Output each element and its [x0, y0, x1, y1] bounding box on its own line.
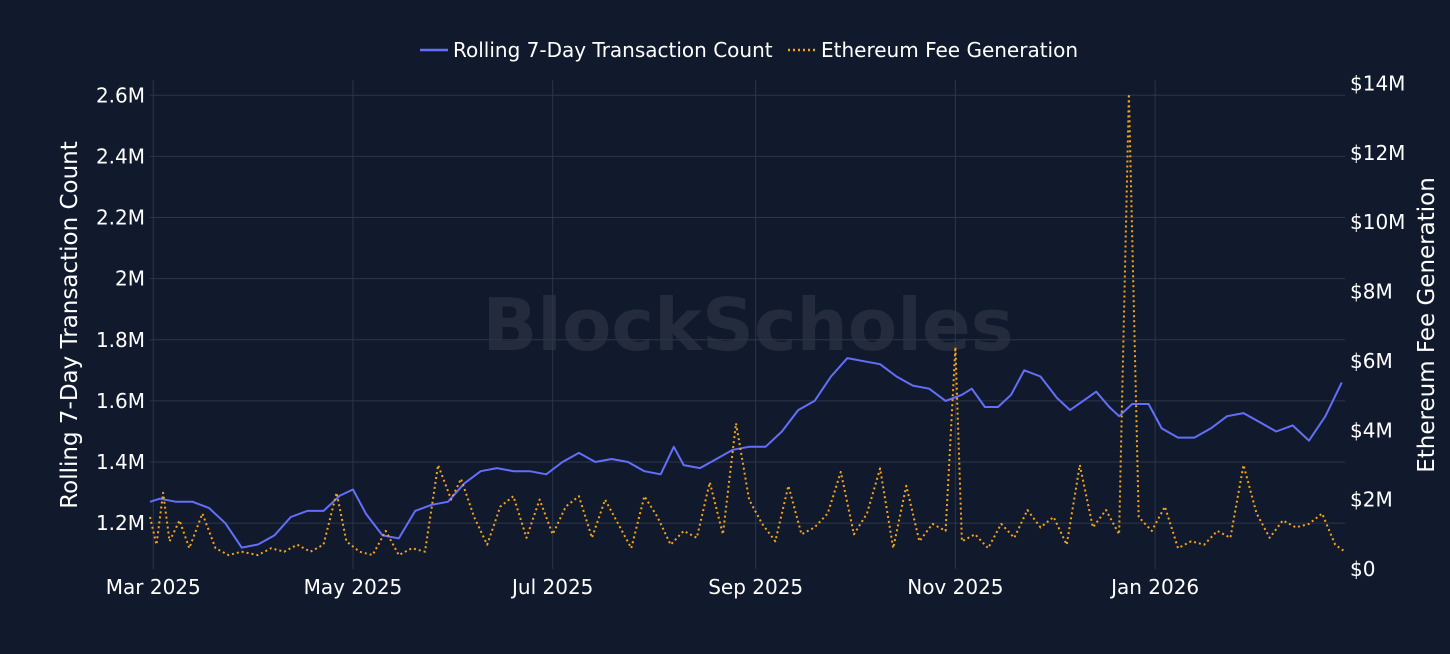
y-left-tick-label: 2.4M [96, 144, 145, 168]
series-line-fee-generation [149, 92, 1346, 557]
y-left-tick-label: 1.8M [96, 328, 145, 352]
y-right-tick-label: $6M [1350, 349, 1393, 373]
y-right-tick-label: $14M [1350, 71, 1405, 95]
y-right-tick-label: $4M [1350, 418, 1393, 442]
x-tick-label: Nov 2025 [907, 575, 1003, 599]
y-right-tick-label: $0 [1350, 557, 1375, 581]
series-line-transaction-count [149, 357, 1343, 549]
y-left-tick-label: 1.6M [96, 389, 145, 413]
x-tick-label: Mar 2025 [106, 575, 201, 599]
y-left-tick-label: 1.4M [96, 450, 145, 474]
x-tick-label: Jul 2025 [510, 575, 593, 599]
y-right-axis-title: Ethereum Fee Generation [1414, 177, 1440, 473]
y-left-axis-title: Rolling 7-Day Transaction Count [57, 141, 83, 509]
x-tick-label: Jan 2026 [1109, 575, 1199, 599]
y-left-tick-label: 2.6M [96, 83, 145, 107]
axis-layer: 1.2M 1.4M 1.6M 1.8M 2M 2.2M 2.4M 2.6M $0 $2M $4M $6… [96, 71, 1406, 599]
y-right-tick-label: $12M [1350, 141, 1405, 165]
y-left-tick-label: 1.2M [96, 511, 145, 535]
legend-item-fee[interactable]: Ethereum Fee Generation [788, 38, 1078, 62]
x-tick-label: Sep 2025 [708, 575, 803, 599]
x-tick-label: May 2025 [304, 575, 403, 599]
legend: Rolling 7-Day Transaction Count Ethereum… [420, 38, 1078, 62]
y-right-tick-label: $10M [1350, 210, 1405, 234]
y-right-tick-label: $2M [1350, 488, 1393, 512]
y-left-tick-label: 2.2M [96, 206, 145, 230]
legend-label-fee: Ethereum Fee Generation [821, 38, 1078, 62]
y-left-tick-label: 2M [115, 267, 145, 291]
series-layer [149, 92, 1346, 557]
grid-layer [150, 80, 1345, 569]
legend-label-tx: Rolling 7-Day Transaction Count [453, 38, 773, 62]
legend-item-tx[interactable]: Rolling 7-Day Transaction Count [420, 38, 773, 62]
y-right-tick-label: $8M [1350, 280, 1393, 304]
watermark-text: BlockScholes [482, 283, 1013, 367]
